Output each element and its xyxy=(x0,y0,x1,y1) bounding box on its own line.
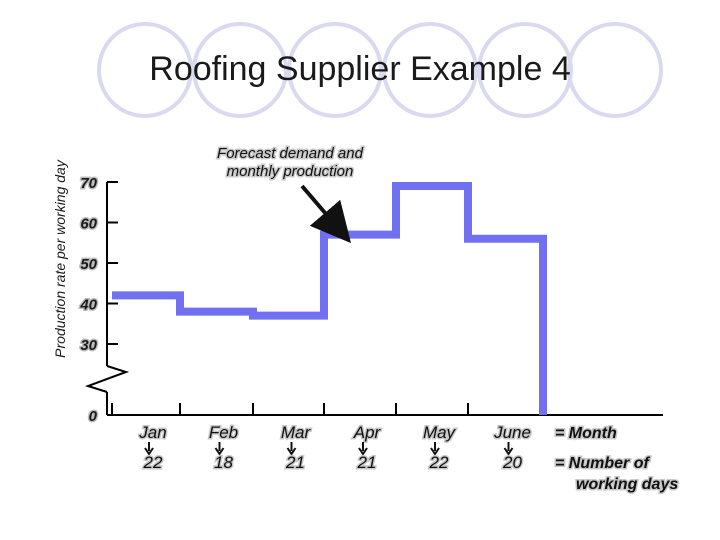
month-label: May xyxy=(423,423,457,442)
y-tick-label: 40 xyxy=(79,297,97,314)
slide-title: Roofing Supplier Example 4 xyxy=(149,50,570,88)
month-label: Jan xyxy=(138,423,166,442)
down-arrow-icon xyxy=(214,442,225,456)
working-days-label: 22 xyxy=(143,453,163,472)
working-days-label: 21 xyxy=(285,453,305,472)
legend-month: = Month xyxy=(555,425,617,442)
series-layer xyxy=(112,182,547,415)
y-tick-label: 0 xyxy=(89,408,98,425)
y-axis-break-mark xyxy=(84,365,130,393)
y-tick-label: 60 xyxy=(80,216,97,233)
x-axis xyxy=(107,403,663,416)
decor-circle xyxy=(287,22,383,118)
down-arrow-icon xyxy=(286,442,297,456)
decor-circle xyxy=(97,22,193,118)
working-days-label: 20 xyxy=(502,453,522,472)
working-days-label: 22 xyxy=(429,453,449,472)
y-tick-label: 70 xyxy=(80,175,97,192)
y-axis-label: Production rate per working day xyxy=(52,159,68,358)
month-label: Feb xyxy=(209,423,238,442)
decor-circle xyxy=(192,22,288,118)
month-label: Apr xyxy=(353,423,382,442)
month-label: Mar xyxy=(281,423,312,442)
down-arrow-icon xyxy=(144,442,154,456)
y-axis: 70 60 50 40 30 0 xyxy=(78,174,130,427)
working-days-label: 18 xyxy=(214,453,233,472)
decorative-circles xyxy=(97,22,663,118)
legend-days-line-2: working days xyxy=(576,476,678,493)
annotation-arrow xyxy=(300,184,352,244)
category-labels: Jan 22 Feb 18 Mar 21 Apr 21 May 22 June 20 xyxy=(137,422,533,474)
month-label: June xyxy=(493,423,531,442)
decor-circle xyxy=(567,22,663,118)
down-arrow-icon xyxy=(503,442,514,456)
down-arrow-icon xyxy=(358,442,368,456)
annotation-line-2: monthly production xyxy=(227,163,354,180)
annotation-line-1: Forecast demand and xyxy=(217,145,364,162)
working-days-label: 21 xyxy=(357,453,377,472)
production-step-line xyxy=(112,182,547,415)
y-tick-label: 30 xyxy=(80,337,97,354)
legend-days-line-1: = Number of xyxy=(555,455,650,472)
y-tick-label: 50 xyxy=(80,256,97,273)
down-arrow-icon xyxy=(430,442,440,456)
decor-circle xyxy=(382,22,478,118)
